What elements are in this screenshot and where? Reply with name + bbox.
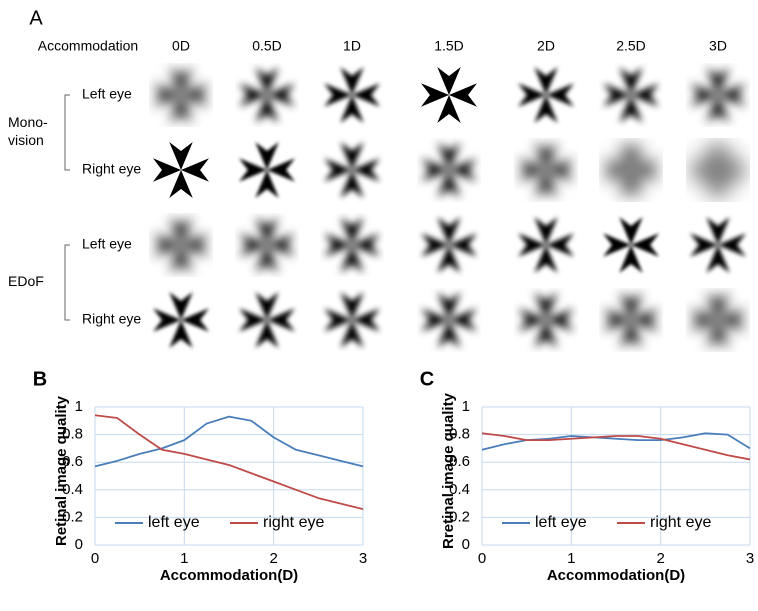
psf-image xyxy=(686,138,750,202)
x-tick-label: 2 xyxy=(269,550,277,567)
psf-image xyxy=(320,213,384,277)
legend-label: right eye xyxy=(263,514,324,531)
legend-label: left eye xyxy=(535,514,587,531)
psf-image xyxy=(599,213,663,277)
psf-image xyxy=(417,288,481,352)
psf-image xyxy=(417,213,481,277)
legend-label: left eye xyxy=(148,514,200,531)
psf-image xyxy=(320,138,384,202)
psf-image xyxy=(421,67,477,123)
x-tick-label: 2 xyxy=(656,550,664,567)
y-tick-label: 0.4 xyxy=(449,481,470,498)
y-axis-label: Retinal image quality xyxy=(53,395,70,546)
column-label: 2.5D xyxy=(616,38,646,54)
series-line xyxy=(481,432,751,461)
column-label: 1D xyxy=(343,38,361,54)
psf-image xyxy=(320,288,384,352)
psf-image xyxy=(235,138,299,202)
legend-label: right eye xyxy=(650,514,711,531)
psf-image xyxy=(514,63,578,127)
psf-image xyxy=(320,63,384,127)
psf-image xyxy=(514,138,578,202)
psf-image xyxy=(235,63,299,127)
psf-image xyxy=(686,213,750,277)
psf-image xyxy=(514,288,578,352)
y-axis-label: Rretinal image quality xyxy=(440,392,457,549)
y-tick-label: 0 xyxy=(462,536,470,553)
row-label: Left eye xyxy=(82,236,132,252)
x-tick-label: 0 xyxy=(478,550,486,567)
panel-label: B xyxy=(33,368,47,390)
x-tick-label: 1 xyxy=(567,550,575,567)
header-label: Accommodation xyxy=(38,38,138,54)
psf-image xyxy=(599,63,663,127)
x-axis-label: Accommodation(D) xyxy=(547,567,685,584)
x-tick-label: 1 xyxy=(180,550,188,567)
psf-image xyxy=(235,213,299,277)
column-label: 1.5D xyxy=(434,38,464,54)
row-label: Right eye xyxy=(82,311,141,327)
psf-image xyxy=(599,288,663,352)
y-tick-label: 0.8 xyxy=(449,426,470,443)
x-axis-label: Accommodation(D) xyxy=(160,567,298,584)
column-label: 2D xyxy=(537,38,555,54)
y-tick-label: 0.2 xyxy=(449,508,470,525)
x-tick-label: 3 xyxy=(746,550,754,567)
series-line xyxy=(94,414,364,510)
y-tick-label: 0 xyxy=(75,536,83,553)
psf-image xyxy=(686,288,750,352)
column-label: 3D xyxy=(709,38,727,54)
panel-label: C xyxy=(420,368,434,390)
y-tick-label: 0.8 xyxy=(62,426,83,443)
row-label: Left eye xyxy=(82,86,132,102)
column-label: 0.5D xyxy=(252,38,282,54)
y-tick-label: 1 xyxy=(75,398,83,415)
x-tick-label: 3 xyxy=(359,550,367,567)
y-tick-label: 0.2 xyxy=(62,508,83,525)
psf-image xyxy=(417,138,481,202)
column-label: 0D xyxy=(172,38,190,54)
bracket xyxy=(64,94,70,171)
row-label: Right eye xyxy=(82,161,141,177)
y-tick-label: 0.6 xyxy=(449,453,470,470)
group-label: EDoF xyxy=(8,273,44,289)
psf-image xyxy=(235,288,299,352)
psf-image xyxy=(686,63,750,127)
psf-image xyxy=(149,213,213,277)
y-tick-label: 1 xyxy=(462,398,470,415)
psf-image xyxy=(149,288,213,352)
psf-image xyxy=(514,213,578,277)
group-label: Mono- xyxy=(8,114,48,130)
x-tick-label: 0 xyxy=(91,550,99,567)
y-tick-label: 0.4 xyxy=(62,481,83,498)
bracket xyxy=(64,244,70,321)
y-tick-label: 0.6 xyxy=(62,453,83,470)
psf-image xyxy=(153,142,209,198)
series-line xyxy=(94,415,364,468)
group-label: vision xyxy=(8,132,44,148)
psf-image xyxy=(149,63,213,127)
psf-image xyxy=(599,138,663,202)
panel-label: A xyxy=(29,7,43,29)
